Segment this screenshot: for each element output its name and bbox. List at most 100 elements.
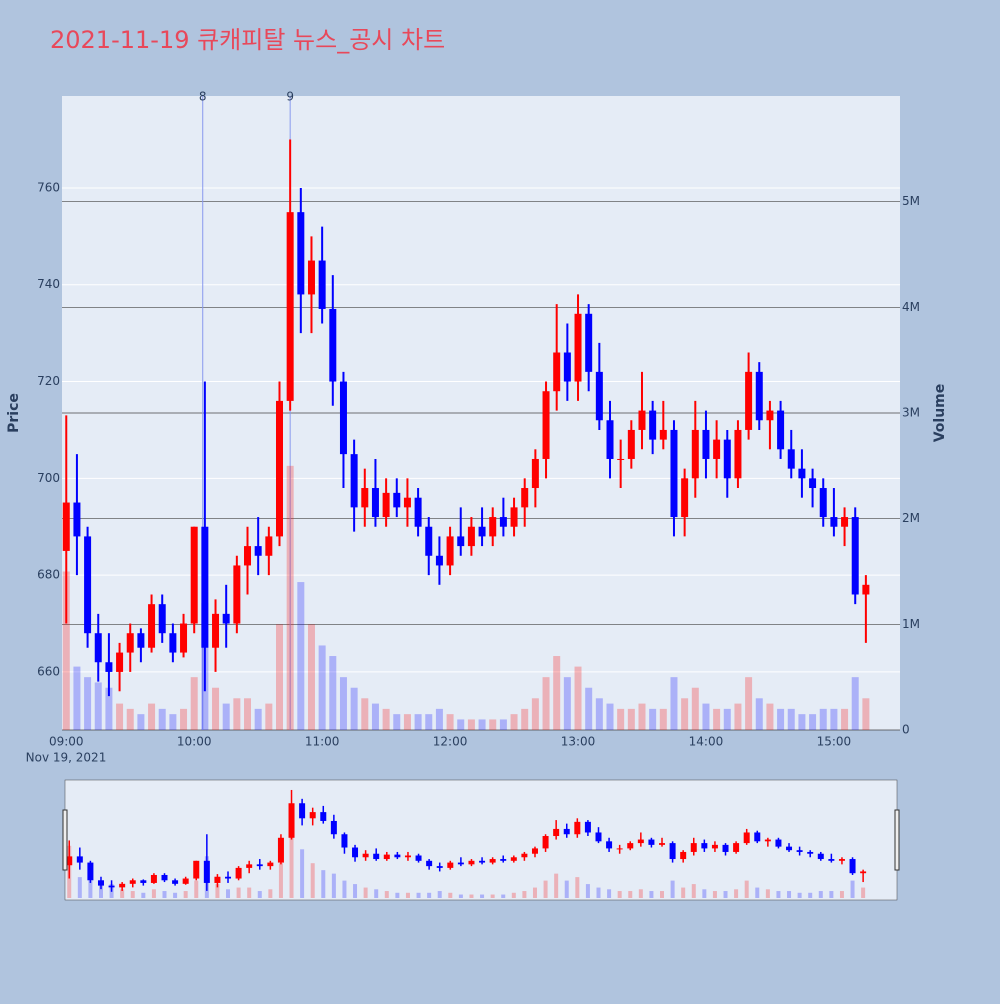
slider-volume-bar: [638, 889, 643, 898]
volume-bar: [126, 708, 134, 730]
volume-bar: [755, 698, 763, 730]
candle-body: [659, 429, 667, 440]
slider-body: [637, 839, 644, 844]
slider-volume-bar: [628, 891, 633, 898]
slider-body: [225, 876, 232, 879]
volume-bar: [169, 714, 177, 730]
slider-volume-bar: [120, 889, 125, 898]
candle-body: [105, 662, 113, 672]
slider-volume-bar: [151, 889, 156, 898]
slider-volume-bar: [300, 849, 305, 898]
slider-volume-bar: [88, 880, 93, 898]
slider-volume-bar: [162, 891, 167, 898]
slider-volume-bar: [850, 880, 855, 898]
slider-body: [521, 853, 528, 858]
slider-volume-bar: [532, 887, 537, 898]
volume-bar: [116, 703, 124, 730]
slider-handle[interactable]: [62, 809, 68, 871]
candle-body: [94, 633, 102, 663]
volume-bar: [212, 687, 220, 730]
slider-body: [119, 883, 126, 888]
slider-volume-bar: [458, 894, 463, 898]
slider-volume-bar: [448, 892, 453, 898]
volume-bar: [713, 708, 721, 730]
x-tick-label: 13:00: [561, 735, 596, 749]
x-tick-label: 14:00: [689, 735, 724, 749]
candle-body: [382, 492, 390, 518]
slider-body: [256, 864, 263, 867]
volume-bar: [542, 677, 550, 730]
slider-volume-bar: [437, 891, 442, 898]
y2-tick-label: 2M: [902, 511, 920, 525]
y2-axis-title: Volume: [932, 384, 948, 443]
volume-bar: [148, 703, 156, 730]
x-tick-label: 15:00: [817, 735, 852, 749]
candle-body: [446, 536, 454, 566]
volume-bar: [734, 703, 742, 730]
slider-volume-bar: [617, 891, 622, 898]
chart-title: 2021-11-19 큐캐피탈 뉴스_공시 차트: [50, 26, 445, 54]
candle-body: [681, 478, 689, 518]
candle-body: [318, 260, 326, 309]
y-tick-label: 660: [37, 664, 60, 678]
slider-body: [214, 876, 221, 883]
volume-bar: [393, 714, 401, 730]
candle-body: [126, 633, 134, 653]
slider-body: [828, 859, 835, 861]
y-tick-label: 700: [37, 471, 60, 485]
candle-body: [73, 502, 81, 537]
slider-body: [669, 843, 676, 860]
candle-body: [297, 212, 305, 295]
candle-body: [638, 410, 646, 430]
volume-bar: [222, 703, 230, 730]
volume-bar: [510, 714, 518, 730]
slider-volume-bar: [861, 887, 866, 898]
volume-bar: [851, 677, 859, 730]
volume-bar: [787, 708, 795, 730]
volume-bar: [563, 677, 571, 730]
candle-body: [649, 410, 657, 440]
range-slider[interactable]: [64, 779, 898, 901]
slider-body: [383, 854, 390, 860]
volume-bar: [297, 582, 305, 730]
slider-body: [754, 832, 761, 842]
slider-body: [457, 862, 464, 865]
annotation-label: 8: [199, 90, 207, 104]
slider-body: [595, 832, 602, 842]
slider-body: [436, 866, 443, 868]
slider-volume-bar: [77, 877, 82, 898]
slider-volume-bar: [691, 884, 696, 898]
slider-handle[interactable]: [894, 809, 900, 871]
y2-tick-label: 3M: [902, 406, 920, 420]
volume-bar: [766, 703, 774, 730]
slider-body: [161, 874, 168, 881]
candle-body: [787, 449, 795, 469]
slider-body: [140, 880, 147, 883]
volume-bar: [499, 719, 507, 730]
volume-bar: [830, 708, 838, 730]
slider-volume-bar: [564, 880, 569, 898]
candle-body: [265, 536, 273, 556]
slider-volume-bar: [331, 873, 336, 898]
candle-body: [691, 429, 699, 479]
candle-body: [435, 555, 443, 566]
candle-body: [403, 497, 411, 508]
candle-body: [713, 439, 721, 459]
volume-bar: [62, 571, 70, 730]
slider-body: [182, 878, 189, 884]
slider-volume-bar: [173, 892, 178, 898]
volume-bar: [595, 698, 603, 730]
candle-body: [329, 308, 337, 382]
x-tick-label: 10:00: [177, 735, 212, 749]
candle-body: [563, 352, 571, 382]
slider-volume-bar: [469, 894, 474, 898]
slider-body: [849, 859, 856, 874]
candle-body: [830, 517, 838, 527]
volume-bar: [478, 719, 486, 730]
candle-body: [862, 584, 870, 595]
slider-body: [838, 859, 845, 861]
slider-volume-bar: [702, 889, 707, 898]
slider-volume-bar: [353, 884, 358, 898]
slider-volume-bar: [554, 873, 559, 898]
candle-body: [478, 526, 486, 537]
